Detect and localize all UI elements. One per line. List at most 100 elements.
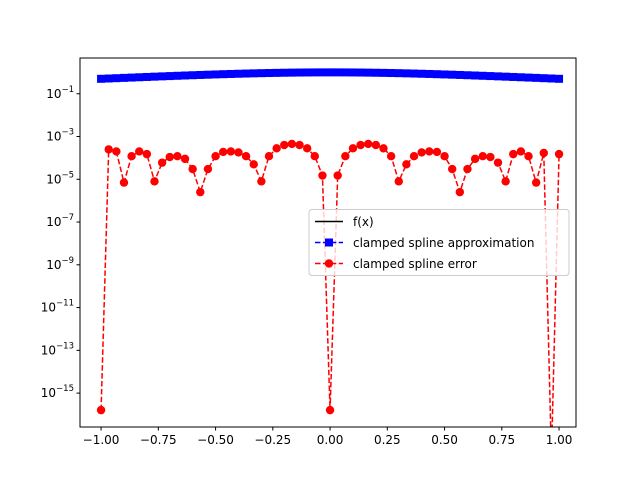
y-tick-label: 10−15 [41, 384, 74, 400]
marker [386, 152, 396, 161]
marker [409, 152, 419, 161]
marker [264, 69, 273, 78]
marker [135, 73, 144, 82]
marker [302, 144, 312, 153]
marker [226, 69, 235, 78]
marker [531, 178, 541, 187]
marker [257, 177, 266, 186]
legend-label: f(x) [353, 215, 374, 229]
marker [448, 70, 457, 79]
marker [402, 160, 411, 169]
legend-marker [324, 259, 334, 268]
x-tick-label: 0.50 [431, 433, 458, 447]
marker [287, 139, 297, 149]
marker [394, 177, 403, 186]
legend-label: clamped spline approximation [353, 236, 534, 250]
marker [394, 69, 403, 78]
legend-box [308, 209, 570, 276]
marker [348, 68, 357, 77]
marker [547, 74, 556, 83]
marker [173, 152, 182, 161]
x-tick-label: −1.00 [83, 433, 120, 447]
legend-label: clamped spline error [353, 257, 477, 271]
marker [280, 140, 289, 150]
marker [241, 152, 251, 161]
marker [501, 72, 510, 81]
marker [432, 147, 442, 157]
marker [432, 70, 441, 79]
marker [249, 160, 258, 169]
marker [455, 70, 464, 79]
legend-marker [325, 238, 333, 247]
marker [402, 69, 411, 78]
marker [280, 68, 289, 77]
y-tick-label: 10−5 [46, 170, 74, 186]
marker [226, 147, 236, 156]
marker [509, 72, 518, 81]
marker [478, 152, 487, 161]
marker [371, 68, 380, 77]
legend: f(x) clamped spline approximation clamped … [308, 209, 570, 276]
marker [318, 171, 327, 180]
marker [150, 72, 159, 81]
marker [379, 68, 388, 77]
marker [249, 69, 258, 78]
marker [486, 72, 495, 81]
marker [501, 177, 510, 186]
marker [242, 69, 251, 78]
marker [112, 74, 121, 83]
marker [417, 148, 426, 157]
marker [555, 74, 564, 83]
marker [104, 145, 113, 154]
axes-frame [79, 57, 577, 428]
marker [203, 164, 213, 174]
marker [112, 147, 121, 156]
x-tick-label: 0.25 [374, 433, 401, 447]
marker [348, 144, 358, 153]
marker [539, 148, 548, 158]
marker [211, 70, 220, 79]
marker [135, 147, 144, 156]
marker [364, 139, 373, 149]
y-tick-label: 10−3 [46, 128, 74, 144]
marker [509, 149, 518, 159]
marker [463, 164, 472, 174]
marker [554, 149, 564, 159]
marker [157, 158, 167, 167]
x-tick-label: −0.75 [140, 433, 177, 447]
marker [493, 158, 503, 167]
plot-area [96, 68, 564, 427]
marker [218, 147, 228, 157]
x-tick-label: −0.25 [254, 433, 291, 447]
marker [181, 71, 190, 80]
marker [219, 70, 228, 79]
marker [310, 152, 319, 161]
marker [295, 140, 304, 150]
marker [524, 152, 533, 161]
x-tick-label: 0.00 [317, 433, 344, 447]
marker [188, 164, 197, 174]
marker [173, 71, 182, 80]
marker [326, 68, 335, 77]
marker [272, 68, 281, 77]
marker [532, 73, 541, 82]
marker [165, 72, 174, 81]
marker [417, 69, 426, 78]
marker [180, 154, 190, 164]
marker [196, 70, 205, 79]
marker [341, 152, 350, 161]
marker [341, 68, 350, 77]
marker [539, 74, 548, 83]
marker [97, 74, 106, 83]
y-tick-label: 10−7 [46, 213, 74, 229]
marker [165, 152, 174, 162]
marker [440, 152, 449, 161]
marker [333, 68, 342, 77]
marker [158, 72, 167, 81]
y-tick-label: 10−9 [46, 256, 74, 272]
marker [371, 140, 381, 150]
marker [356, 140, 365, 150]
marker [425, 69, 434, 78]
marker [364, 68, 373, 77]
marker [387, 69, 396, 78]
